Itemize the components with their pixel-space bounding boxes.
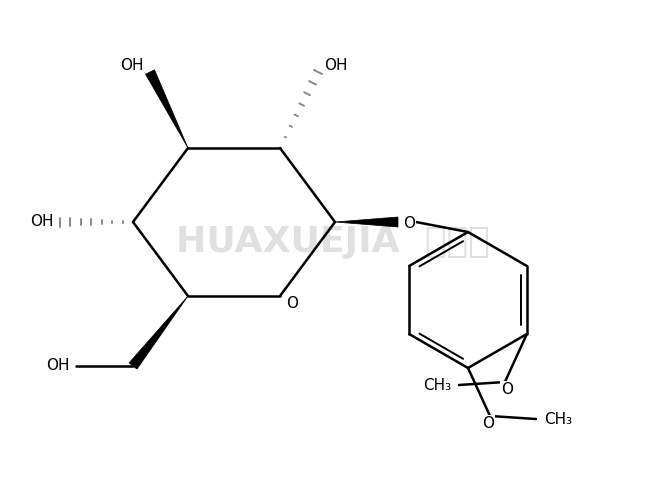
Text: CH₃: CH₃ [423, 378, 451, 393]
Text: OH: OH [121, 59, 144, 74]
Text: O: O [482, 415, 494, 430]
Polygon shape [146, 70, 188, 148]
Text: O: O [501, 381, 513, 396]
Text: O: O [403, 215, 415, 230]
Text: O: O [286, 297, 298, 312]
Text: HUAXUEJIA  化学加: HUAXUEJIA 化学加 [176, 225, 490, 259]
Polygon shape [129, 296, 188, 369]
Text: OH: OH [324, 59, 348, 74]
Text: OH: OH [46, 359, 70, 374]
Text: CH₃: CH₃ [544, 411, 572, 426]
Polygon shape [335, 217, 398, 227]
Text: OH: OH [30, 214, 54, 229]
